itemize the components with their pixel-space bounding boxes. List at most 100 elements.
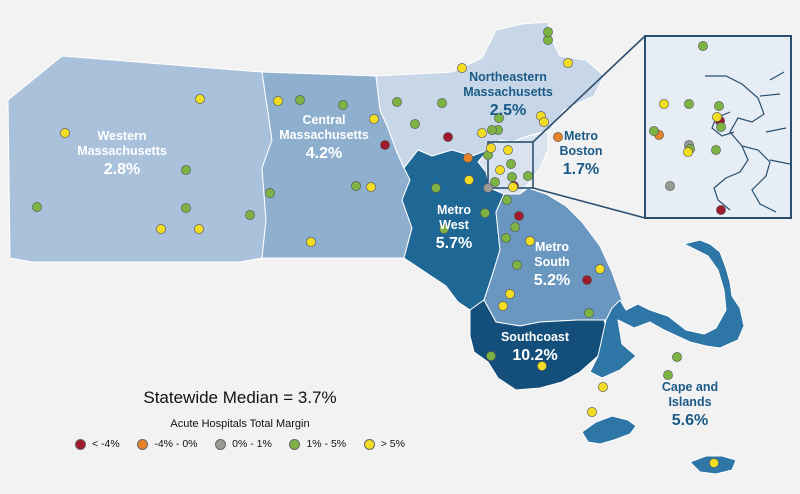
region-metro-west-name-line: Metro xyxy=(437,203,471,217)
hospital-marker-neg4 xyxy=(443,132,453,142)
region-metro-west-margin-value: 5.7% xyxy=(436,235,472,252)
region-western-name-line: Massachusetts xyxy=(77,144,167,158)
hospital-marker-one5 xyxy=(351,181,361,191)
hospital-marker-gt5 xyxy=(60,128,70,138)
hospital-marker-one5 xyxy=(507,172,517,182)
legend-label-neg4to0: -4% - 0% xyxy=(154,438,198,450)
hospital-marker-one5 xyxy=(512,260,522,270)
region-metro-south-margin-value: 5.2% xyxy=(534,272,570,289)
region-central-name-line: Central xyxy=(302,113,345,127)
hospital-marker-one5 xyxy=(431,183,441,193)
inset-hospital-marker-one5 xyxy=(716,122,726,132)
island-marthas-vineyard-shape xyxy=(581,415,637,445)
hospital-marker-gt5 xyxy=(537,361,547,371)
region-metro-boston-name-line: Metro xyxy=(564,129,598,143)
hospital-marker-one5 xyxy=(338,100,348,110)
region-metro-south-name-line: South xyxy=(534,255,569,269)
legend-title: Acute Hospitals Total Margin xyxy=(170,418,310,430)
inset-hospital-marker-neg4 xyxy=(716,205,726,215)
hospital-marker-one5 xyxy=(501,233,511,243)
hospital-marker-gt5 xyxy=(366,182,376,192)
legend-swatch-gt5 xyxy=(363,438,375,450)
region-metro-west-name-line: West xyxy=(439,218,469,232)
region-metro-boston-margin-value: 1.7% xyxy=(563,161,599,178)
region-northeastern-name-line: Northeastern xyxy=(469,70,547,84)
legend-item-neg4to0: -4% - 0% xyxy=(137,438,198,450)
hospital-marker-one5 xyxy=(245,210,255,220)
inset-hospital-markers xyxy=(649,41,726,215)
hospital-marker-gt5 xyxy=(457,63,467,73)
hospital-marker-gt5 xyxy=(595,264,605,274)
region-central-name-line: Massachusetts xyxy=(279,128,369,142)
hospital-marker-gt5 xyxy=(498,301,508,311)
hospital-marker-gt5 xyxy=(486,143,496,153)
legend-item-neg4: < -4% xyxy=(75,438,120,450)
inset-hospital-marker-zero1 xyxy=(665,181,675,191)
legend-swatch-zero1 xyxy=(215,438,227,450)
legend-item-zero1: 0% - 1% xyxy=(215,438,272,450)
hospital-marker-gt5 xyxy=(306,237,316,247)
region-central-margin-value: 4.2% xyxy=(306,145,342,162)
region-western-margin-value: 2.8% xyxy=(104,161,140,178)
hospital-marker-gt5 xyxy=(477,128,487,138)
hospital-marker-one5 xyxy=(584,308,594,318)
inset-hospital-marker-one5 xyxy=(698,41,708,51)
hospital-marker-one5 xyxy=(439,224,449,234)
legend-swatch-neg4 xyxy=(75,438,86,450)
hospital-marker-gt5 xyxy=(508,182,518,192)
hospital-marker-gt5 xyxy=(495,165,505,175)
region-labels: WesternMassachusetts2.8%CentralMassachus… xyxy=(77,70,718,429)
hospital-marker-gt5 xyxy=(273,96,283,106)
hospital-marker-neg4 xyxy=(380,140,390,150)
hospital-marker-neg4to0 xyxy=(463,153,473,163)
legend-label-neg4: < -4% xyxy=(92,438,120,450)
hospital-marker-gt5 xyxy=(709,458,719,468)
region-northeastern-margin-value: 2.5% xyxy=(490,102,526,119)
hospital-marker-one5 xyxy=(410,119,420,129)
hospital-marker-one5 xyxy=(543,27,553,37)
legend-swatch-one5 xyxy=(289,438,301,450)
legend-label-gt5: > 5% xyxy=(380,438,405,450)
hospital-marker-one5 xyxy=(506,159,516,169)
hospital-marker-gt5 xyxy=(539,117,549,127)
legend-label-one5: 1% - 5% xyxy=(306,438,347,450)
hospital-marker-one5 xyxy=(490,177,500,187)
region-cape-islands-name-line: Islands xyxy=(668,395,711,409)
legend-label-zero1: 0% - 1% xyxy=(232,438,272,450)
region-shapes xyxy=(7,21,745,475)
region-cape-islands-margin-value: 5.6% xyxy=(672,412,708,429)
hospital-marker-one5 xyxy=(502,195,512,205)
hospital-marker-one5 xyxy=(32,202,42,212)
hospital-marker-one5 xyxy=(494,113,504,123)
inset-hospital-marker-one5 xyxy=(649,126,659,136)
region-metro-boston-name-line: Boston xyxy=(559,144,602,158)
hospital-marker-neg4to0 xyxy=(553,132,563,142)
hospital-marker-one5 xyxy=(392,97,402,107)
hospital-markers xyxy=(32,27,719,468)
inset-hospital-marker-one5 xyxy=(684,99,694,109)
hospital-marker-gt5 xyxy=(503,145,513,155)
hospital-marker-one5 xyxy=(437,98,447,108)
region-cape-islands-shape xyxy=(589,239,745,379)
region-southcoast-name-line: Southcoast xyxy=(501,330,570,344)
inset-coastline xyxy=(705,71,791,213)
inset-hospital-marker-gt5 xyxy=(659,99,669,109)
hospital-marker-zero1 xyxy=(483,183,493,193)
legend-item-one5: 1% - 5% xyxy=(289,438,346,450)
hospital-marker-one5 xyxy=(265,188,275,198)
hospital-marker-gt5 xyxy=(598,382,608,392)
hospital-marker-one5 xyxy=(510,222,520,232)
hospital-marker-neg4 xyxy=(514,211,524,221)
hospital-marker-neg4 xyxy=(582,275,592,285)
hospital-marker-gt5 xyxy=(525,236,535,246)
region-southcoast-shape xyxy=(469,299,611,391)
inset-hospital-marker-gt5 xyxy=(712,112,722,122)
hospital-marker-gt5 xyxy=(195,94,205,104)
hospital-marker-one5 xyxy=(181,165,191,175)
hospital-marker-one5 xyxy=(663,370,673,380)
region-northeastern-name-line: Massachusetts xyxy=(463,85,553,99)
hospital-marker-gt5 xyxy=(505,289,515,299)
legend-swatch-neg4to0 xyxy=(137,438,149,450)
hospital-marker-gt5 xyxy=(369,114,379,124)
